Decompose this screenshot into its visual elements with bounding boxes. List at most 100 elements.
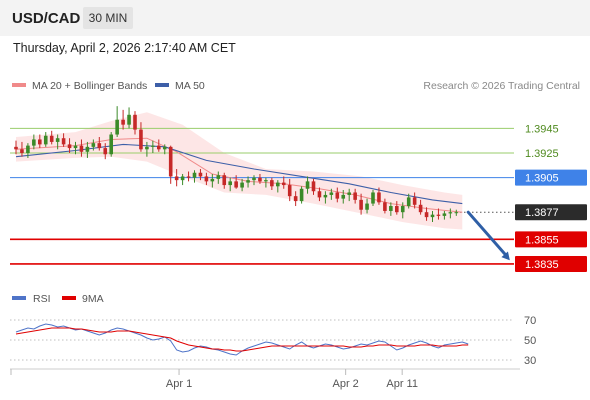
candle-body (341, 194, 346, 199)
candle-body (139, 129, 143, 150)
ma50-legend-label: MA 50 (175, 80, 205, 92)
candle-body (216, 175, 221, 179)
candle-body (264, 180, 268, 182)
candle-body (406, 197, 411, 207)
chart-timestamp: Thursday, April 2, 2026 2:17:40 AM CET (13, 41, 236, 55)
candle-body (32, 139, 36, 146)
candle-body (121, 119, 125, 125)
candle-body (299, 188, 304, 202)
candle-body (365, 203, 369, 210)
candle-body (127, 114, 131, 125)
candle-body (14, 146, 18, 150)
projection-arrow (466, 210, 510, 261)
projection-arrowhead (501, 251, 510, 261)
candle-body (430, 214, 435, 218)
copyright-text: Research © 2026 Trading Central (423, 80, 580, 92)
ma50-line (15, 143, 463, 205)
candle-body (412, 197, 417, 205)
candle-body (174, 176, 179, 181)
level-label-1.3925: 1.3925 (525, 148, 559, 160)
candle-body (240, 182, 244, 188)
rsi-tick-70: 70 (524, 315, 536, 327)
candle-body (26, 145, 30, 154)
candle-body (20, 149, 24, 154)
bollinger-band (16, 112, 463, 230)
candle-body (246, 180, 250, 183)
candle-body (55, 138, 60, 142)
candle-body (400, 206, 405, 213)
candle-body (49, 135, 54, 142)
candle-body (442, 213, 447, 216)
candle-body (234, 181, 238, 188)
candle-body (145, 146, 149, 150)
candle-body (157, 145, 161, 150)
time-tick-label: Apr 11 (386, 378, 418, 390)
level-tag-1.3877: 1.3877 (525, 207, 559, 219)
candle-body (97, 143, 102, 149)
time-tick-label: Apr 2 (333, 378, 359, 390)
rsi-tick-50: 50 (524, 335, 536, 347)
rsi-line (15, 323, 469, 356)
candle-body (192, 172, 197, 178)
candle-body (198, 172, 203, 177)
projection-line (466, 210, 509, 258)
level-label-1.3945: 1.3945 (525, 123, 559, 135)
candle-body (305, 181, 310, 189)
symbol-title: USD/CAD (12, 10, 81, 27)
candle-body (109, 134, 113, 155)
candle-body (418, 204, 423, 213)
candle-body (377, 192, 381, 203)
candle-body (115, 119, 119, 135)
candle-body (103, 148, 108, 155)
candle-body (43, 135, 48, 145)
ma20-legend-swatch (12, 83, 26, 87)
time-axis: Apr 1 Apr 2 Apr 11 (10, 369, 418, 390)
candle-body (281, 182, 286, 186)
candle-body (180, 176, 185, 181)
candle-body (85, 146, 90, 152)
candle-body (186, 176, 191, 178)
level-tag-bg-1.3905 (515, 169, 587, 186)
ma20-legend-label: MA 20 + Bollinger Bands (32, 80, 147, 92)
candle-body (454, 212, 459, 214)
candle-body (79, 145, 84, 152)
candle-body (222, 175, 227, 186)
rsi-tick-30: 30 (524, 355, 536, 367)
header-bar: USD/CAD 30 MIN (0, 0, 590, 36)
level-tag-bg-1.3835 (515, 255, 587, 272)
level-tag-1.3855: 1.3855 (525, 234, 559, 246)
candle-body (67, 144, 72, 149)
candle-body (287, 185, 292, 197)
candle-body (258, 177, 262, 182)
candle-body (424, 212, 429, 218)
candle-body (151, 145, 155, 147)
candle-body (210, 178, 215, 182)
timeframe-button[interactable]: 30 MIN (83, 7, 133, 29)
level-tag-bg-1.3855 (515, 231, 587, 248)
candle-body (359, 199, 363, 210)
candle-body (389, 206, 393, 211)
candle-body (436, 214, 441, 216)
rsi-lines (15, 323, 469, 356)
candle-body (252, 177, 256, 181)
bollinger-band-area (16, 112, 463, 230)
price-tags: 1.3945 1.3925 1.3905 1.3877 1.3855 1.3835 (515, 123, 587, 272)
candle-body (204, 176, 209, 182)
candle-body (329, 192, 334, 195)
level-tag-1.3905: 1.3905 (525, 173, 559, 185)
candle-body (347, 192, 351, 195)
candle-body (228, 181, 232, 186)
rsi-grid: 70 50 30 (10, 315, 536, 367)
candle-body (270, 180, 274, 187)
candle-body (317, 191, 322, 198)
candle-body (276, 182, 280, 187)
candle-body (448, 212, 453, 214)
candle-body (395, 206, 399, 213)
candle-body (293, 196, 298, 202)
candle-body (371, 192, 375, 204)
candle-body (38, 139, 42, 145)
candle-body (168, 146, 173, 177)
level-tag-1.3835: 1.3835 (525, 259, 559, 271)
candle-body (383, 202, 387, 211)
